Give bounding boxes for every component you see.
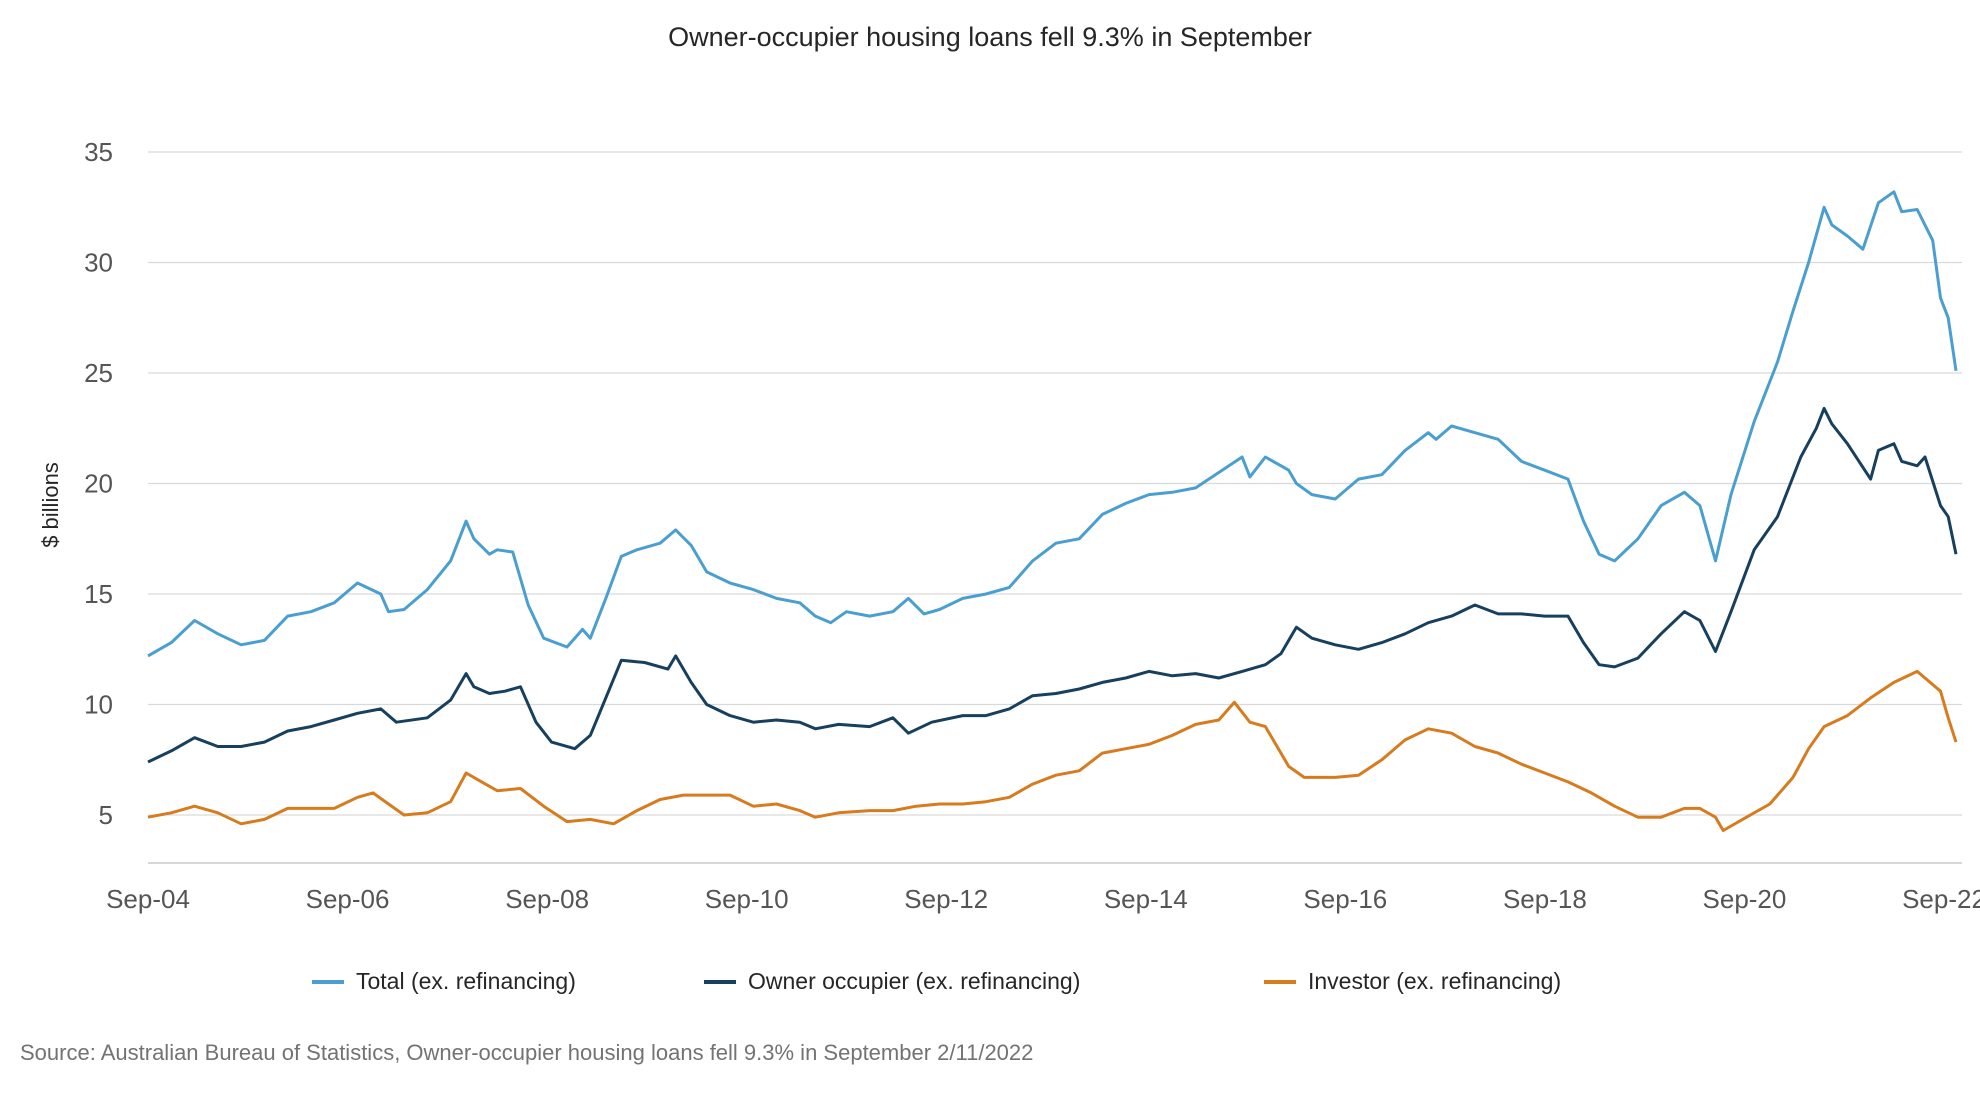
x-tick-label: Sep-04 bbox=[106, 884, 190, 914]
y-axis-title: $ billions bbox=[38, 462, 63, 548]
legend-label-investor: Investor (ex. refinancing) bbox=[1308, 968, 1562, 994]
y-tick-label: 30 bbox=[84, 248, 113, 278]
series-line-investor bbox=[147, 669, 1958, 832]
y-tick-label: 20 bbox=[84, 469, 113, 499]
source-note: Source: Australian Bureau of Statistics,… bbox=[20, 1040, 1034, 1065]
legend-swatch-investor bbox=[1264, 979, 1296, 984]
legend-item-total[interactable]: Total (ex. refinancing) bbox=[312, 968, 576, 995]
x-tick-label: Sep-20 bbox=[1703, 884, 1787, 914]
legend: Total (ex. refinancing) Owner occupier (… bbox=[0, 968, 1980, 1008]
y-tick-label: 35 bbox=[84, 137, 113, 167]
legend-label-total: Total (ex. refinancing) bbox=[356, 968, 576, 994]
series-lines bbox=[147, 190, 1958, 832]
y-tick-label: 15 bbox=[84, 579, 113, 609]
x-tick-label: Sep-14 bbox=[1104, 884, 1188, 914]
x-tick-label: Sep-12 bbox=[904, 884, 988, 914]
y-tick-label: 10 bbox=[84, 690, 113, 720]
legend-label-owner-occupier: Owner occupier (ex. refinancing) bbox=[748, 968, 1081, 994]
x-tick-label: Sep-16 bbox=[1303, 884, 1387, 914]
series-line-owner-occupier bbox=[147, 406, 1958, 764]
legend-item-investor[interactable]: Investor (ex. refinancing) bbox=[1264, 968, 1561, 995]
chart-title: Owner-occupier housing loans fell 9.3% i… bbox=[668, 22, 1312, 52]
x-tick-label: Sep-06 bbox=[306, 884, 390, 914]
y-tick-label: 25 bbox=[84, 358, 113, 388]
legend-item-owner-occupier[interactable]: Owner occupier (ex. refinancing) bbox=[704, 968, 1080, 995]
axes: 5 10 15 20 25 30 35 Sep-04 Sep-06 Sep-08 Sep-10 Sep… bbox=[84, 137, 1980, 914]
grid-lines bbox=[148, 151, 1962, 816]
y-tick-label: 5 bbox=[99, 800, 113, 830]
x-tick-label: Sep-10 bbox=[705, 884, 789, 914]
x-tick-label: Sep-22 bbox=[1902, 884, 1980, 914]
legend-swatch-total bbox=[312, 979, 344, 984]
legend-swatch-owner-occupier bbox=[704, 979, 736, 984]
x-tick-label: Sep-18 bbox=[1503, 884, 1587, 914]
x-tick-label: Sep-08 bbox=[505, 884, 589, 914]
series-line-total bbox=[147, 190, 1958, 658]
